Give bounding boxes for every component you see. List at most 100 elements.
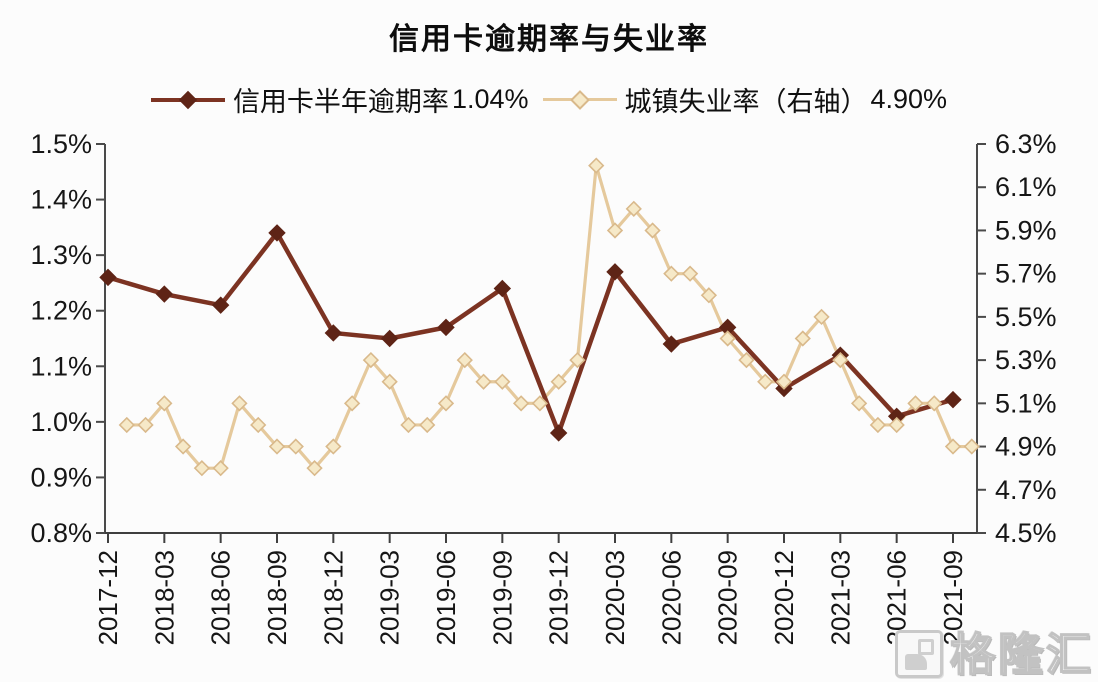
unemployment-data-point: [606, 222, 624, 239]
unemployment-data-point: [963, 438, 980, 455]
credit-card-series-line: [105, 230, 956, 436]
unemployment-data-point: [569, 351, 586, 369]
legend-item-unemployment: 城镇失业率（右轴） 4.90%: [542, 80, 948, 119]
unemployment-data-point: [193, 460, 211, 477]
left-axis-tick-label: 1.2%: [30, 296, 92, 326]
x-axis-tick-label: 2018-06: [206, 550, 236, 645]
unemployment-data-point: [343, 395, 361, 412]
unemployment-series-line-swatch: [542, 89, 617, 110]
right-axis-tick-label: 5.1%: [995, 388, 1057, 418]
right-axis-tick-label: 4.9%: [995, 432, 1057, 462]
unemployment-data-point: [663, 265, 680, 282]
left-axis-tick-label: 1.4%: [30, 185, 92, 215]
left-axis-tick-label: 1.1%: [30, 351, 92, 381]
unemployment-data-point: [268, 438, 286, 455]
credit-card-series-line-swatch: [150, 90, 225, 109]
unemployment-data-point: [588, 157, 605, 174]
unemployment-data-point: [775, 373, 793, 390]
right-axis-tick-label: 6.3%: [995, 129, 1057, 159]
x-axis-tick-label: 2017-12: [93, 550, 123, 645]
unemployment-data-point: [757, 373, 774, 390]
left-axis-tick-label: 0.8%: [30, 518, 92, 548]
legend: 信用卡半年逾期率 1.04% 城镇失业率（右轴） 4.90%: [0, 80, 1098, 119]
unemployment-series-line: [125, 164, 974, 470]
unemployment-data-point: [512, 395, 530, 412]
legend-item-credit-card: 信用卡半年逾期率 1.04%: [150, 80, 529, 119]
chart-title: 信用卡逾期率与失业率: [389, 23, 709, 56]
x-axis-tick-label: 2020-09: [713, 550, 743, 645]
unemployment-data-point: [625, 200, 642, 217]
credit-card-data-point: [324, 324, 343, 342]
credit-card-data-point: [662, 335, 681, 353]
unemployment-data-point: [869, 416, 887, 434]
right-axis-tick-label: 5.7%: [995, 259, 1057, 289]
x-axis-tick-label: 2019-12: [544, 550, 574, 645]
unemployment-data-point: [456, 351, 473, 369]
unemployment-data-point: [137, 416, 154, 434]
unemployment-data-point: [212, 460, 229, 477]
credit-card-latest-value: 1.04%: [451, 84, 529, 114]
unemployment-data-point: [813, 308, 830, 326]
credit-card-data-point: [268, 224, 286, 242]
right-axis-tick-label: 6.1%: [995, 172, 1057, 202]
unemployment-data-point: [118, 416, 135, 434]
unemployment-data-point: [832, 351, 849, 369]
x-axis-tick-label: 2021-03: [825, 550, 855, 645]
credit-card-data-point: [211, 296, 230, 314]
unemployment-data-point: [250, 416, 267, 434]
unemployment-data-point: [531, 395, 549, 412]
x-axis-tick-label: 2019-06: [431, 550, 461, 645]
credit-card-data-point: [155, 285, 174, 303]
x-axis-tick-label: 2020-03: [600, 550, 630, 645]
x-axis-tick-label: 2020-06: [656, 550, 686, 645]
unemployment-data-point: [681, 265, 699, 282]
x-axis-tick-label: 2019-03: [375, 550, 405, 645]
x-axis-tick-label: 2018-03: [149, 550, 179, 645]
left-axis-tick-label: 1.5%: [30, 129, 92, 159]
unemployment-data-point: [400, 416, 417, 434]
left-axis-tick-label: 1.0%: [30, 407, 92, 437]
gelonghui-logo-icon: [894, 630, 943, 678]
x-axis-tick-label: 2018-09: [262, 550, 292, 645]
credit-card-data-point: [549, 424, 568, 442]
credit-card-data-point: [493, 279, 512, 298]
watermark-text: 格隆汇: [949, 628, 1094, 680]
unemployment-data-point: [287, 438, 304, 455]
unemployment-data-point: [888, 416, 905, 434]
unemployment-data-point: [419, 416, 436, 434]
unemployment-data-point: [381, 373, 398, 390]
unemployment-data-point: [794, 330, 811, 347]
unemployment-data-point: [306, 460, 323, 477]
x-axis-tick-label: 2019-09: [487, 550, 517, 645]
right-axis-tick-label: 4.5%: [995, 518, 1057, 548]
x-axis-tick-label: 2021-06: [882, 550, 912, 645]
unemployment-data-point: [850, 395, 868, 412]
unemployment-data-point: [362, 351, 380, 369]
unemployment-data-point: [475, 373, 492, 390]
left-axis-tick-label: 0.9%: [30, 462, 92, 492]
unemployment-data-point: [550, 373, 567, 390]
unemployment-data-point: [325, 438, 342, 455]
unemployment-data-point: [231, 395, 248, 412]
right-axis-tick-label: 4.7%: [995, 475, 1057, 505]
credit-card-data-point: [99, 268, 117, 287]
unemployment-data-point: [719, 330, 736, 347]
credit-card-data-point: [606, 263, 624, 281]
unemployment-latest-value: 4.90%: [870, 84, 948, 114]
right-axis-tick-label: 5.5%: [995, 302, 1057, 332]
unemployment-data-point: [926, 395, 943, 412]
unemployment-data-point: [156, 395, 173, 412]
unemployment-data-point: [644, 222, 661, 239]
x-axis-tick-label: 2018-12: [318, 550, 348, 645]
right-axis-tick-label: 5.3%: [995, 345, 1057, 375]
x-axis-tick-label: 2020-12: [769, 550, 799, 645]
unemployment-data-point: [437, 395, 455, 412]
watermark: 格隆汇: [894, 628, 1094, 680]
unemployment-data-point: [907, 395, 924, 412]
unemployment-data-point: [738, 351, 755, 369]
unemployment-data-point: [700, 287, 718, 304]
unemployment-data-point: [494, 373, 511, 390]
unemployment-series-label: 城镇失业率（右轴）: [624, 87, 868, 117]
